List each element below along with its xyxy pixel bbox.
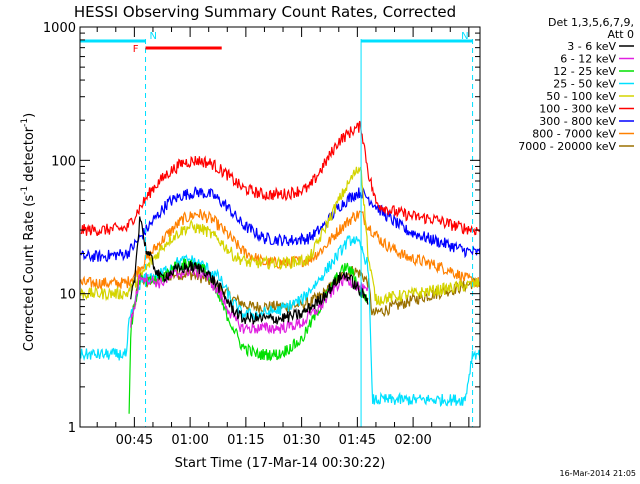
y-axis-label: Corrected Count Rate (s-1 detector-1)	[20, 113, 37, 351]
y-label-part-2: detector	[22, 126, 37, 186]
legend-entry-label: 300 - 800 keV	[539, 115, 616, 128]
legend-entry-label: 12 - 25 keV	[553, 65, 616, 78]
annotation-label-1: N	[150, 31, 157, 42]
y-label-part-3: )	[22, 113, 37, 118]
x-tick-label: 01:45	[339, 433, 376, 448]
x-tick-label: 01:15	[227, 433, 264, 448]
y-label-sup-2: -1	[20, 118, 30, 127]
legend-entry-label: 7000 - 20000 keV	[518, 140, 616, 153]
marker-layer: N NF	[80, 31, 474, 427]
legend-entry-label: 50 - 100 keV	[546, 90, 616, 103]
x-tick-label: 02:00	[394, 433, 431, 448]
y-tick-label: 1000	[43, 21, 76, 36]
x-tick-label: 00:45	[116, 433, 153, 448]
x-tick-label: 01:30	[283, 433, 320, 448]
legend-entry-label: 3 - 6 keV	[567, 40, 616, 53]
series-line-3-6-kev	[130, 216, 369, 325]
x-tick-label: 01:00	[171, 433, 208, 448]
plot-frame	[79, 26, 481, 428]
annotation-label-3: F	[133, 44, 139, 55]
axes-layer: 1 10 100 1000 00:45 01:00 01:15 01:30 01:45 02:00	[43, 21, 481, 448]
series-line-50-100-kev	[80, 166, 481, 306]
legend-title: Det 1,3,5,6,7,9,	[548, 16, 634, 29]
y-tick-label: 100	[51, 154, 76, 169]
y-tick-label: 10	[59, 288, 76, 303]
series-layer	[80, 120, 481, 414]
y-tick-label: 1	[68, 421, 76, 436]
x-axis-label: Start Time (17-Mar-14 00:30:22)	[175, 456, 386, 471]
annotation-label-2: N	[461, 31, 468, 42]
chart-title: HESSI Observing Summary Count Rates, Cor…	[74, 3, 456, 21]
series-line-100-300-kev	[80, 120, 481, 237]
plot-timestamp: 16-Mar-2014 21:05	[560, 469, 637, 478]
legend-entry-label: 6 - 12 keV	[560, 53, 616, 66]
legend-entry-label: 100 - 300 keV	[539, 103, 616, 116]
series-line-300-800-kev	[80, 186, 481, 263]
series-line-12-25-kev	[128, 258, 369, 414]
legend-subtitle: Att 0	[608, 28, 634, 41]
y-label-sup-1: -1	[20, 186, 30, 195]
legend-entry-label: 800 - 7000 keV	[532, 128, 616, 141]
y-label-part-1: Corrected Count Rate (s	[22, 195, 37, 352]
legend-entry-label: 25 - 50 keV	[553, 78, 616, 91]
